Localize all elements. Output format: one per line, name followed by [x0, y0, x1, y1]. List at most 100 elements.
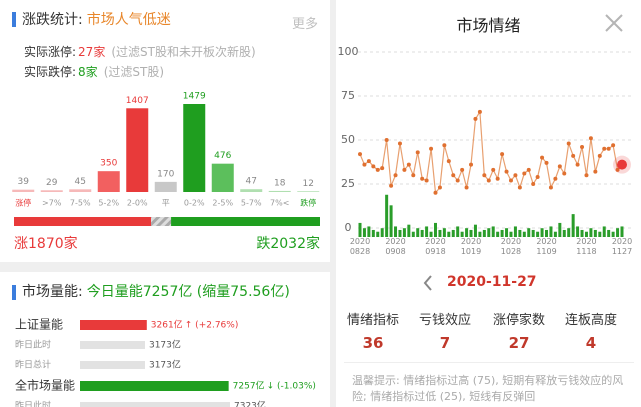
title-text: 涨跌统计:: [22, 12, 83, 28]
limit-row: 实际涨停: 27家 (过滤ST股和未开板次新股): [24, 44, 256, 60]
volume-bar: [80, 361, 145, 369]
volume-bar: [616, 228, 620, 237]
point: [548, 185, 553, 190]
volume-bar: [540, 228, 544, 237]
point: [588, 136, 593, 141]
x-tick-label: 7-5%: [70, 199, 91, 208]
y-tick-label: 0: [345, 221, 352, 234]
bar: [97, 171, 120, 192]
flat-gap: [151, 217, 172, 226]
limit-label: 实际跌停:: [24, 65, 77, 79]
point: [375, 167, 380, 172]
point: [615, 167, 620, 172]
point: [411, 173, 416, 178]
limit-note: (过滤ST股和未开板次新股): [111, 45, 256, 59]
point: [437, 185, 442, 190]
point: [384, 138, 389, 142]
volume-bar: [80, 320, 147, 330]
bar-value-label: 1479: [183, 92, 206, 102]
volume-value: 7257亿: [233, 380, 265, 392]
point: [389, 183, 394, 188]
x-tick-label: 2020 1127: [611, 237, 633, 256]
limit-value: 8家: [78, 65, 98, 79]
volume-bar: [589, 228, 593, 237]
x-tick-label: 0-2%: [184, 199, 205, 208]
volume-bar: [420, 229, 424, 237]
point: [477, 109, 482, 114]
limit-note: (过滤ST股): [103, 65, 164, 79]
point: [535, 174, 540, 179]
bar-value-label: 1407: [126, 96, 149, 106]
volume-bar: [611, 231, 615, 237]
volume-bar: [536, 231, 540, 237]
close-button[interactable]: [605, 14, 623, 32]
point: [415, 150, 420, 155]
volume-bar: [545, 229, 549, 237]
tip-text: 温馨提示: 情绪指标过高 (75), 短期有释放亏钱效应的风险; 情绪指标过低 …: [352, 374, 624, 403]
volume-bar: [447, 231, 451, 237]
bar-value-label: 350: [100, 159, 117, 169]
y-tick-label: 50: [341, 133, 355, 146]
point: [531, 182, 536, 186]
stat-value: 36: [362, 334, 384, 352]
bar: [268, 190, 291, 192]
limit-label: 实际涨停:: [24, 45, 77, 59]
stat-label: 情绪指标: [346, 313, 399, 328]
bar: [183, 104, 206, 192]
point: [362, 162, 367, 167]
point: [380, 166, 385, 171]
x-tick-label: 2020 1109: [536, 237, 557, 256]
x-tick-label: 7%<: [270, 199, 289, 208]
bar: [126, 108, 149, 192]
bar: [211, 163, 234, 192]
volume-bar: [482, 229, 486, 237]
y-tick-label: 75: [341, 89, 355, 102]
volume-change: ↓ (-1.03%): [267, 382, 316, 392]
point: [517, 185, 522, 190]
volume-bar: [358, 222, 362, 237]
point: [358, 152, 362, 157]
point: [469, 162, 474, 167]
point: [482, 173, 487, 178]
section-marker: [12, 12, 16, 27]
prev-date-button[interactable]: [423, 275, 432, 291]
x-tick-label: 2-0%: [127, 199, 148, 208]
volume-bar: [469, 229, 473, 237]
x-tick-label: 2020 0918: [425, 237, 446, 256]
volume-bar: [438, 229, 442, 237]
down-bar: [171, 217, 320, 226]
volume-value: 7323亿: [234, 400, 266, 407]
current-date[interactable]: 2020-11-27: [447, 274, 537, 290]
x-tick-label: 涨停: [15, 198, 31, 208]
volume-bar: [442, 228, 446, 237]
bar: [154, 181, 177, 192]
card-title: 涨跌统计: 市场人气低迷: [22, 11, 171, 29]
point: [402, 167, 407, 172]
bar-value-label: 18: [274, 178, 286, 188]
volume-bar: [513, 226, 517, 237]
volume-bar: [496, 231, 500, 237]
volume-bar: [398, 229, 402, 237]
x-tick-label: 2020 1019: [460, 237, 482, 256]
bar-value-label: 45: [75, 177, 86, 187]
bar-value-label: 39: [18, 177, 30, 187]
point: [593, 169, 598, 174]
volume-bar: [429, 231, 433, 237]
more-link[interactable]: 更多: [292, 17, 319, 32]
bar-value-label: 476: [214, 151, 231, 161]
volume-bar: [598, 231, 602, 237]
point: [606, 146, 611, 151]
volume-bar: [425, 226, 429, 237]
volume-bar: [371, 229, 375, 237]
stat-label: 涨停家数: [492, 313, 545, 328]
stat-label: 连板高度: [564, 313, 617, 328]
volume-bar: [385, 194, 389, 237]
point: [544, 160, 549, 165]
title-text: 市场量能:: [22, 284, 83, 300]
volume-bar: [620, 226, 624, 237]
point: [424, 178, 429, 183]
volume-bar: [389, 205, 393, 237]
volume-bar: [473, 224, 477, 237]
volume-bar: [433, 222, 437, 237]
